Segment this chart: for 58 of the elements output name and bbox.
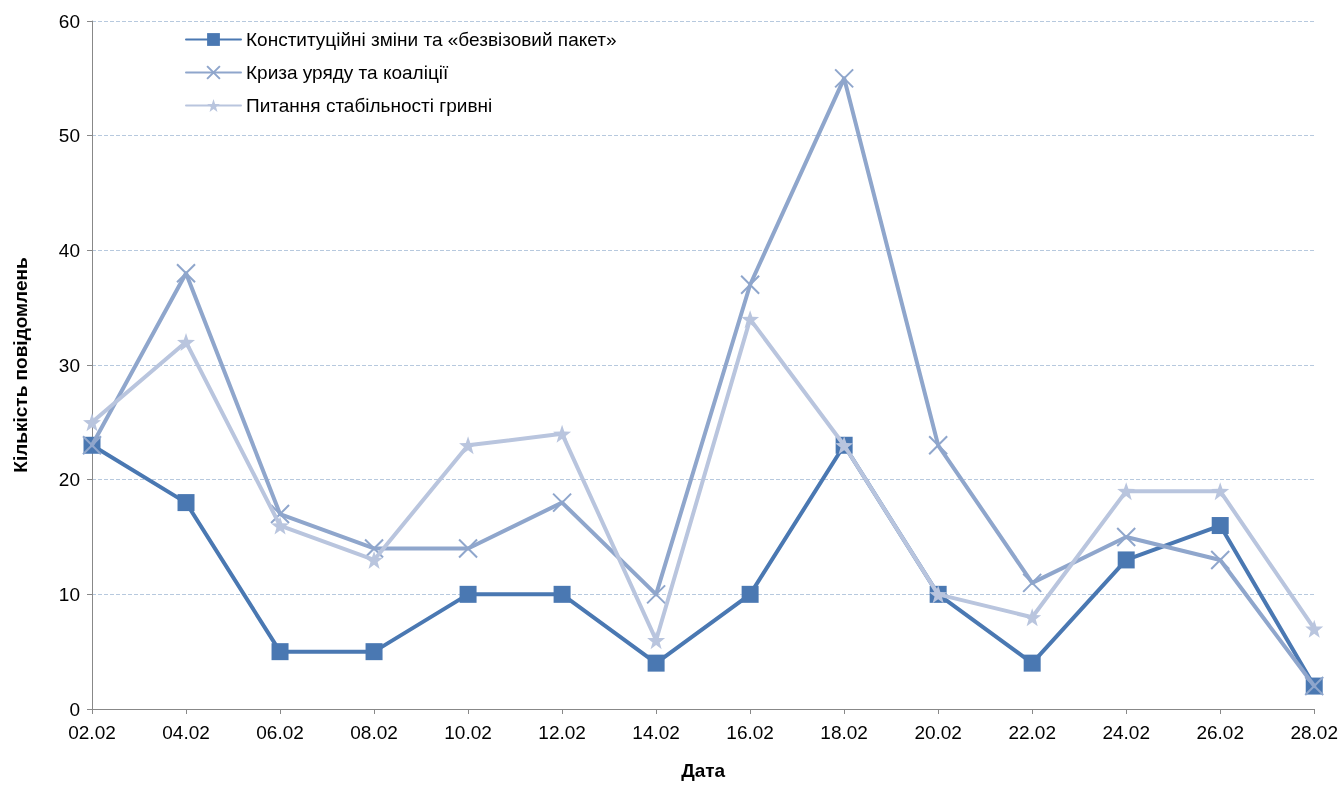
x-tick-label: 04.02 [162,722,210,743]
point [1210,549,1231,570]
point [647,631,666,650]
point [1305,619,1324,638]
y-tick-label: 60 [58,10,80,32]
point [741,310,760,329]
y-tick-label: 30 [58,354,80,376]
x-tick-label: 28.02 [1290,722,1338,743]
point [83,413,101,432]
point [271,516,290,535]
point [177,333,196,352]
point [1022,572,1043,593]
point [271,643,289,661]
point [177,494,195,512]
point [270,504,291,525]
point [176,263,197,284]
point [928,435,949,456]
x-tick-label: 18.02 [820,722,868,743]
point [1117,551,1135,569]
y-tick-label: 50 [58,125,80,147]
point [1023,654,1041,672]
y-tick-label: 40 [58,239,80,261]
y-axis-title: Кількість повідомлень [10,257,31,473]
legend-label: Конституційні зміни та «безвізовий пакет» [246,29,617,50]
point [1117,482,1136,501]
point [553,424,572,443]
point [365,643,383,661]
point [1211,517,1229,535]
point [1116,527,1137,547]
x-axis-title: Дата [681,760,726,781]
x-tick-label: 14.02 [632,722,680,743]
x-tick-label: 02.02 [68,722,116,743]
point [647,654,665,672]
point [552,492,573,513]
x-tick-label: 08.02 [350,722,398,743]
x-tick-label: 06.02 [256,722,304,743]
x-tick-label: 12.02 [538,722,586,743]
y-tick-label: 10 [58,583,80,605]
x-tick-label: 24.02 [1102,722,1150,743]
point [458,538,479,559]
point [740,274,761,295]
point [364,538,385,559]
point [834,68,855,89]
legend-label: Криза уряду та коаліції [246,62,449,83]
y-tick-label: 0 [69,698,80,720]
x-tick-label: 20.02 [914,722,962,743]
point [1211,482,1230,501]
point [459,585,477,603]
legend-label: Питання стабільності гривні [246,95,493,116]
x-tick-label: 26.02 [1196,722,1244,743]
y-tick-label: 20 [58,469,80,491]
x-tick-label: 10.02 [444,722,492,743]
x-tick-label: 22.02 [1008,722,1056,743]
point [741,585,759,603]
point [646,584,667,605]
point [365,550,384,569]
point [553,585,571,603]
x-tick-label: 16.02 [726,722,774,743]
